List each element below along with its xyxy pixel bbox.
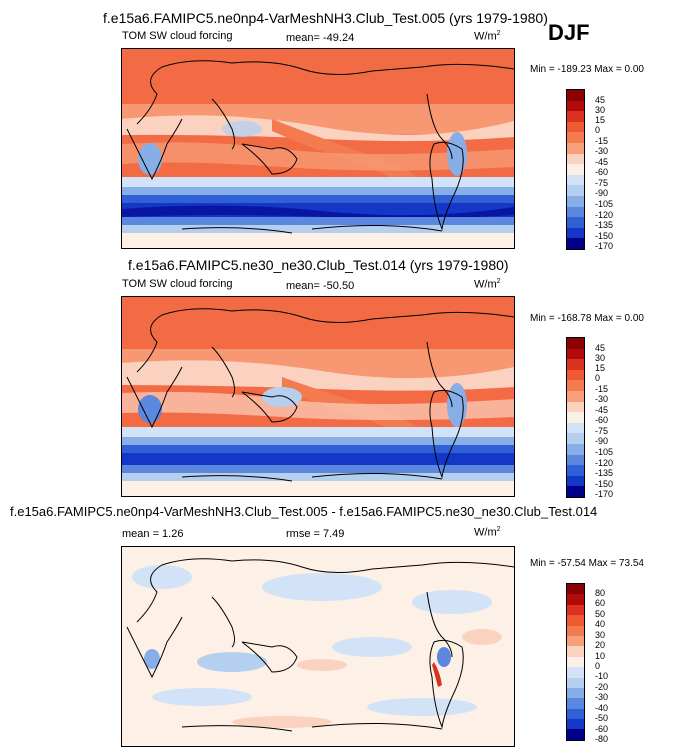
panel2-tick: -15 [595,384,609,394]
panel2-map-svg [122,297,514,496]
panel2-tick: -135 [595,468,614,478]
season-label: DJF [548,20,590,45]
panel3-tick: 20 [595,640,606,650]
panel1-tick: -15 [595,136,609,146]
panel1-title: f.e15a6.FAMIPC5.ne0np4-VarMeshNH3.Club_T… [103,10,548,26]
panel3-tick: -40 [595,703,609,713]
panel2-mean-label: mean= -50.50 [286,280,355,292]
panel1-tick: 0 [595,125,601,135]
panel3-title: f.e15a6.FAMIPC5.ne0np4-VarMeshNH3.Club_T… [10,504,598,519]
panel1-tick: 15 [595,115,606,125]
panel2-map [121,296,515,497]
panel3-unit-label: W/m2 [474,526,501,539]
panel3-tick: -80 [595,734,609,744]
panel3-tick: 40 [595,619,606,629]
panel3-tick: 30 [595,630,606,640]
panel2-tick: -75 [595,426,609,436]
panel3-tick: 60 [595,598,606,608]
panel2-tick: -105 [595,447,614,457]
panel1-field-label: TOM SW cloud forcing [122,30,233,42]
panel2-tick: -60 [595,415,609,425]
panel3-tick: 50 [595,609,606,619]
panel1-tick: -150 [595,231,614,241]
panel2-tick: 45 [595,343,606,353]
panel3-tick: 80 [595,588,606,598]
panel3-map-svg [122,547,514,746]
panel1-unit-label: W/m2 [474,30,501,43]
panel2-field-label: TOM SW cloud forcing [122,278,233,290]
panel3-min-max: Min = -57.54 Max = 73.54 [530,558,644,569]
panel1-tick: -90 [595,188,609,198]
panel1-map [121,48,515,249]
panel1-tick: -105 [595,199,614,209]
panel3-colorbar [566,583,585,741]
panel1-tick: -60 [595,167,609,177]
panel2-unit-label: W/m2 [474,278,501,291]
panel2-tick: -150 [595,479,614,489]
panel2-tick: -30 [595,394,609,404]
panel1-map-svg [122,49,514,248]
panel3-tick: 0 [595,661,601,671]
panel3-map [121,546,515,747]
panel1-tick: 30 [595,105,606,115]
panel1-tick: -30 [595,146,609,156]
panel2-min-max: Min = -168.78 Max = 0.00 [530,313,644,324]
panel2-tick: -120 [595,458,614,468]
panel3-tick: 10 [595,651,606,661]
panel3-tick: -60 [595,724,609,734]
panel2-tick: -90 [595,436,609,446]
panel1-tick: 45 [595,95,606,105]
panel1-colorbar [566,89,585,250]
panel3-tick: -50 [595,713,609,723]
panel2-tick: 0 [595,373,601,383]
panel1-tick: -170 [595,241,614,251]
panel2-tick: 15 [595,363,606,373]
panel1-tick: -45 [595,157,609,167]
panel3-tick: -20 [595,682,609,692]
panel1-tick: -135 [595,220,614,230]
panel2-title: f.e15a6.FAMIPC5.ne30_ne30.Club_Test.014 … [128,257,509,273]
panel2-tick: -170 [595,489,614,499]
panel3-tick: -10 [595,671,609,681]
panel2-tick: -45 [595,405,609,415]
panel1-min-max: Min = -189.23 Max = 0.00 [530,64,644,75]
panel1-mean-label: mean= -49.24 [286,32,355,44]
panel3-tick: -30 [595,692,609,702]
panel3-rmse-label: rmse = 7.49 [286,528,345,540]
panel1-tick: -120 [595,210,614,220]
panel1-tick: -75 [595,178,609,188]
panel3-mean-label: mean = 1.26 [122,528,184,540]
panel2-colorbar [566,337,585,498]
panel2-tick: 30 [595,353,606,363]
